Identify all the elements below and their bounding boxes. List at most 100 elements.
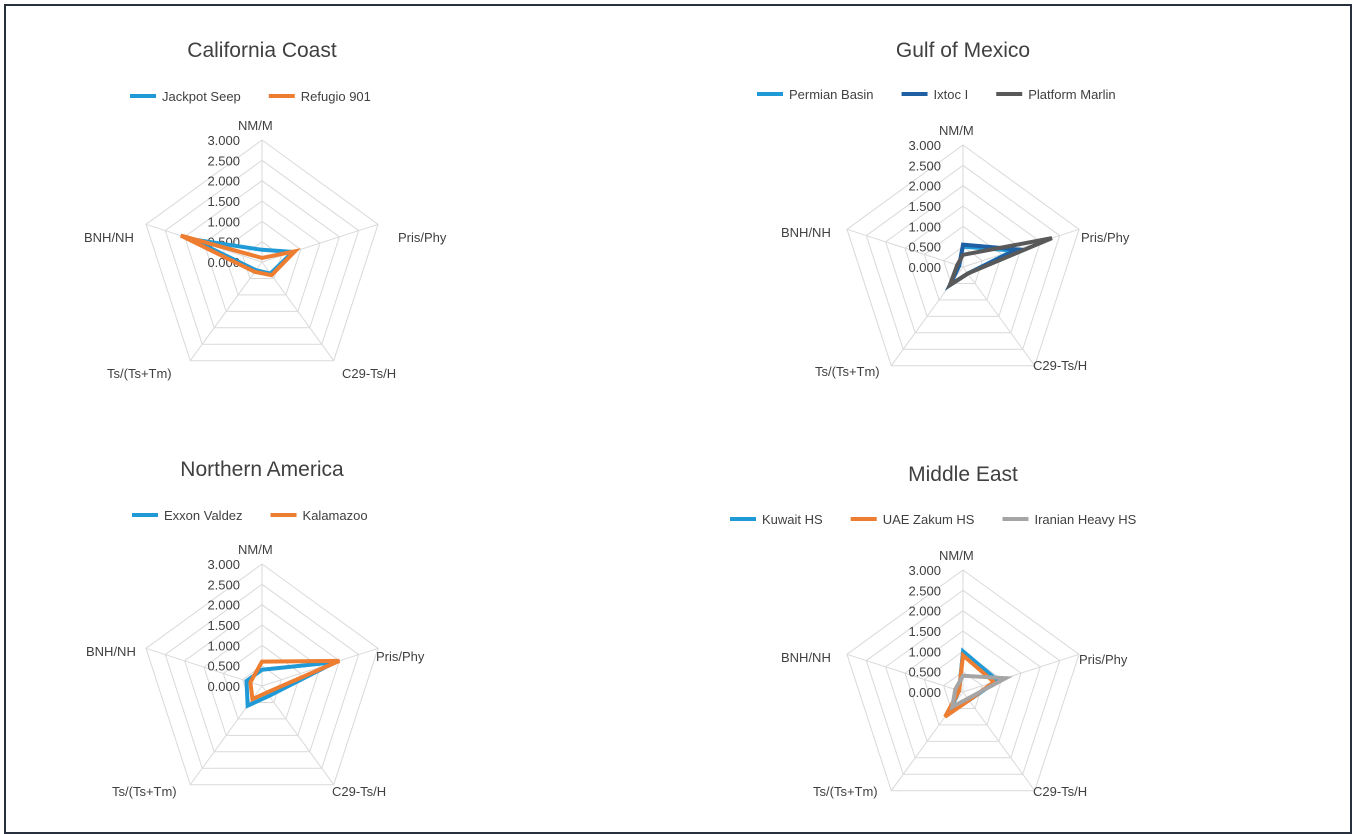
- tick-label: 1.000: [207, 638, 240, 653]
- legend-label: Exxon Valdez: [164, 508, 243, 523]
- grid-spoke: [145, 647, 263, 687]
- axis-label: Pris/Phy: [1079, 652, 1128, 667]
- grid-ring: [885, 610, 1041, 759]
- grid-spoke: [846, 653, 964, 693]
- series-line: [949, 673, 1013, 711]
- grid-ring: [203, 200, 321, 312]
- grid-ring: [184, 604, 340, 753]
- grid-ring: [242, 665, 282, 703]
- axis-label: NM/M: [238, 118, 273, 133]
- tick-label: 2.000: [207, 174, 240, 189]
- grid-ring: [885, 185, 1041, 334]
- legend-entry: Iranian Heavy HS: [1002, 512, 1137, 527]
- grid-ring: [145, 139, 379, 362]
- axis-label: Pris/Phy: [398, 230, 447, 245]
- axis-label: BNH/NH: [781, 225, 831, 240]
- tick-label: 0.500: [207, 659, 240, 674]
- chart-title: Northern America: [180, 458, 344, 481]
- series-line: [248, 658, 341, 703]
- axis-label: BNH/NH: [86, 644, 136, 659]
- grid-spoke: [189, 261, 263, 361]
- tick-label: 1.500: [207, 618, 240, 633]
- grid-ring: [865, 589, 1061, 775]
- grid-ring: [865, 164, 1061, 350]
- tick-label: 2.000: [207, 598, 240, 613]
- axis-label: NM/M: [238, 542, 273, 557]
- legend-entry: Jackpot Seep: [130, 89, 241, 104]
- tick-label: 3.000: [908, 138, 941, 153]
- tick-label: 2.000: [908, 179, 941, 194]
- tick-label: 3.000: [908, 563, 941, 578]
- grid-spoke: [962, 691, 1036, 791]
- grid-ring: [846, 144, 1080, 367]
- axis-label: Ts/(Ts+Tm): [107, 366, 172, 381]
- series-line: [179, 233, 301, 278]
- chart-title: Middle East: [908, 463, 1018, 486]
- legend-entry: Kalamazoo: [270, 508, 368, 523]
- tick-label: 0.500: [908, 240, 941, 255]
- axis-label: Pris/Phy: [1081, 230, 1130, 245]
- axis-label: NM/M: [939, 123, 974, 138]
- axis-label: Ts/(Ts+Tm): [112, 784, 177, 799]
- legend-entry: Ixtoc I: [901, 87, 969, 102]
- tick-label: 0.000: [908, 685, 941, 700]
- legend-label: Refugio 901: [301, 89, 371, 104]
- axis-label: C29-Ts/H: [342, 366, 396, 381]
- tick-label: 1.000: [908, 644, 941, 659]
- legend-label: Platform Marlin: [1028, 87, 1115, 102]
- grid-ring: [846, 569, 1080, 792]
- legend-label: Iranian Heavy HS: [1034, 512, 1136, 527]
- tick-label: 3.000: [207, 557, 240, 572]
- legend-entry: Exxon Valdez: [132, 508, 243, 523]
- tick-label: 0.000: [908, 260, 941, 275]
- grid-ring: [145, 563, 379, 786]
- grid-ring: [943, 246, 983, 284]
- legend-label: Kuwait HS: [762, 512, 823, 527]
- tick-label: 1.000: [908, 219, 941, 234]
- legend-entry: Refugio 901: [268, 89, 371, 104]
- grid-ring: [184, 180, 340, 329]
- chart-title: California Coast: [187, 39, 337, 62]
- legend-label: Kalamazoo: [303, 508, 368, 523]
- grid-ring: [164, 159, 360, 345]
- axis-label: Ts/(Ts+Tm): [813, 784, 878, 799]
- grid-ring: [904, 630, 1022, 742]
- series-line: [945, 236, 1053, 290]
- legend-label: Permian Basin: [789, 87, 874, 102]
- tick-label: 2.000: [908, 604, 941, 619]
- tick-label: 2.500: [207, 577, 240, 592]
- tick-label: 0.500: [908, 665, 941, 680]
- tick-label: 1.500: [207, 194, 240, 209]
- axis-label: BNH/NH: [84, 230, 134, 245]
- grid-spoke: [846, 228, 964, 268]
- axis-label: Ts/(Ts+Tm): [815, 364, 880, 379]
- grid-spoke: [261, 261, 335, 361]
- radar-chart-1: California Coast Jackpot Seep Refugio 901 3…: [84, 39, 447, 381]
- axis-label: C29-Ts/H: [1033, 358, 1087, 373]
- tick-label: 1.500: [908, 624, 941, 639]
- grid-spoke: [962, 653, 1080, 693]
- radar-chart-3: Northern America Exxon Valdez Kalamazoo 3.0…: [86, 458, 425, 799]
- legend-label: Ixtoc I: [934, 87, 969, 102]
- axis-label: BNH/NH: [781, 650, 831, 665]
- radar-chart-2: Gulf of Mexico Permian Basin Ixtoc I Platfo…: [757, 39, 1130, 379]
- legend-entry: Kuwait HS: [730, 512, 823, 527]
- tick-label: 1.000: [207, 214, 240, 229]
- legend-label: UAE Zakum HS: [883, 512, 975, 527]
- tick-label: 3.000: [207, 133, 240, 148]
- grid-ring: [222, 644, 302, 720]
- axis-label: NM/M: [939, 548, 974, 563]
- chart-title: Gulf of Mexico: [896, 39, 1030, 62]
- grid-spoke: [962, 266, 1036, 366]
- tick-label: 2.500: [207, 153, 240, 168]
- series-line: [244, 660, 337, 709]
- legend-entry: Permian Basin: [757, 87, 874, 102]
- radar-chart-4: Middle East Kuwait HS UAE Zakum HS Iranian …: [730, 463, 1137, 799]
- grid-spoke: [261, 685, 335, 785]
- tick-label: 2.500: [908, 158, 941, 173]
- grid-ring: [164, 583, 360, 769]
- legend-label: Jackpot Seep: [162, 89, 241, 104]
- axis-label: Pris/Phy: [376, 649, 425, 664]
- tick-label: 1.500: [908, 199, 941, 214]
